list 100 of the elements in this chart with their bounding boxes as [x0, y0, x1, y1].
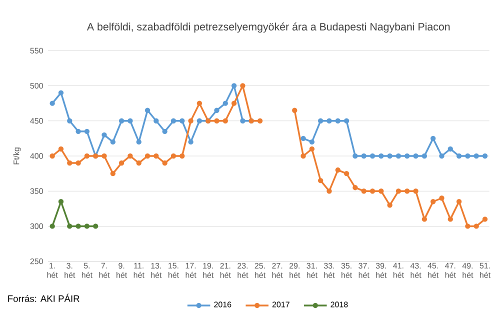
point	[378, 153, 384, 159]
x-tick-label: 21. hét	[220, 262, 231, 278]
x-tick-label: 31. hét	[306, 262, 318, 278]
point	[361, 188, 366, 194]
point	[361, 153, 366, 159]
point	[67, 118, 72, 124]
y-tick-label: 250	[30, 258, 43, 264]
point	[430, 199, 436, 204]
chart-title: A belföldi, szabadföldi petrezselyemgyökér ára a Budapesti Nagybani Piacon	[86, 22, 450, 33]
point	[482, 216, 488, 222]
point	[196, 118, 202, 124]
point	[162, 128, 168, 134]
point	[430, 136, 436, 142]
point	[292, 108, 298, 113]
point	[76, 128, 81, 134]
point	[196, 100, 202, 106]
point	[170, 118, 176, 124]
point	[404, 188, 410, 194]
point	[413, 153, 418, 159]
x-tick-label: 17. hét	[186, 262, 196, 278]
x-tick-label: 15. hét	[168, 262, 179, 278]
x-tick-label: 13. hét	[151, 262, 162, 278]
point	[76, 224, 81, 229]
y-tick-label: 350	[30, 188, 43, 194]
point	[180, 153, 185, 159]
point	[84, 153, 90, 159]
point	[456, 199, 462, 204]
point	[439, 196, 444, 201]
x-tick-label: 35. hét	[341, 262, 352, 278]
point	[344, 118, 350, 124]
y-tick-label: 400	[30, 153, 43, 159]
point	[344, 170, 350, 176]
point	[188, 139, 194, 145]
point	[309, 139, 315, 145]
point	[456, 153, 462, 159]
x-tick-label: 47. hét	[445, 262, 456, 278]
point	[76, 160, 81, 166]
point	[335, 118, 340, 124]
x-tick-label: 37. hét	[358, 262, 370, 278]
point	[222, 100, 228, 106]
x-tick-label: 51. hét	[480, 262, 491, 278]
point	[110, 170, 116, 176]
point	[404, 153, 410, 159]
point	[50, 100, 55, 106]
point	[162, 160, 168, 166]
point	[118, 118, 124, 124]
point	[136, 139, 142, 145]
point	[231, 100, 237, 106]
point	[180, 118, 185, 124]
point	[144, 108, 150, 113]
point	[50, 153, 55, 159]
point	[370, 188, 376, 194]
legend-label: 2018	[330, 302, 348, 308]
y-tick-label: 550	[30, 48, 43, 54]
point	[58, 146, 64, 152]
point	[474, 224, 479, 229]
point	[67, 224, 72, 229]
point	[128, 153, 133, 159]
point	[439, 153, 444, 159]
y-axis-title: Ft/kg	[13, 148, 21, 164]
point	[214, 108, 220, 113]
point	[214, 118, 220, 124]
point	[110, 139, 116, 145]
x-tick-label: 39. hét	[376, 262, 387, 278]
point	[352, 153, 358, 159]
point	[92, 224, 98, 229]
x-tick-label: 33. hét	[324, 262, 335, 278]
point	[188, 118, 194, 124]
x-tick-label: 9. hét	[116, 262, 128, 278]
point	[413, 188, 418, 194]
point	[154, 153, 159, 159]
x-tick-label: 7. hét	[99, 262, 110, 278]
point	[67, 160, 72, 166]
point	[474, 153, 479, 159]
point	[387, 153, 392, 159]
point	[136, 160, 142, 166]
point	[422, 153, 428, 159]
point	[396, 188, 402, 194]
point	[396, 153, 402, 159]
x-tick-label: 27. hét	[272, 262, 283, 278]
point	[58, 90, 64, 96]
x-tick-label: 23. hét	[238, 262, 248, 278]
point	[84, 224, 90, 229]
point	[482, 153, 488, 159]
point	[50, 224, 55, 229]
point	[448, 216, 453, 222]
y-tick-label: 300	[30, 223, 43, 230]
point	[352, 184, 358, 190]
text: Forrás: AKI PÁIR	[8, 294, 80, 302]
point	[102, 153, 107, 159]
point	[335, 167, 340, 173]
point	[422, 216, 428, 222]
point	[240, 83, 246, 88]
legend-label: 2016	[214, 302, 232, 308]
point	[257, 118, 263, 124]
point	[318, 178, 324, 184]
point	[154, 118, 159, 124]
point	[231, 83, 237, 88]
point	[318, 118, 324, 124]
point	[465, 224, 470, 229]
